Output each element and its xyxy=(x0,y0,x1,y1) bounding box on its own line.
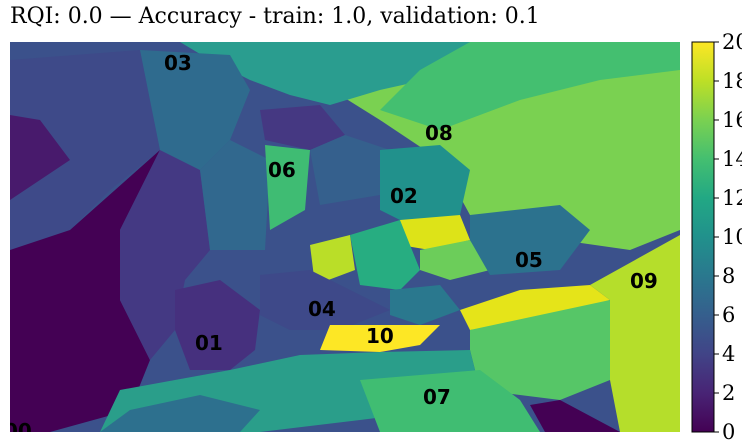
region-label: 08 xyxy=(425,121,453,145)
colorbar-tick-label: 10 xyxy=(722,225,742,249)
region-patch xyxy=(140,50,250,170)
region-patch xyxy=(470,300,610,400)
region-patch xyxy=(180,42,500,105)
region-label: 01 xyxy=(195,331,223,355)
region-patch xyxy=(530,400,620,432)
region-label: 04 xyxy=(308,297,336,321)
region-patch xyxy=(265,145,310,230)
region-patch xyxy=(590,235,680,432)
region-patch xyxy=(320,325,440,352)
chart-title: RQI: 0.0 — Accuracy - train: 1.0, valida… xyxy=(10,4,540,29)
colorbar-tick-label: 2 xyxy=(722,381,735,405)
region-patch xyxy=(470,205,590,275)
colorbar-tick-label: 14 xyxy=(722,147,742,171)
region-patch xyxy=(10,115,70,200)
region-patch xyxy=(360,370,540,432)
colorbar-tick-label: 20 xyxy=(722,30,742,54)
region-patch xyxy=(310,235,355,285)
region-patch xyxy=(100,395,260,432)
region-label: 06 xyxy=(268,158,296,182)
region-label: 07 xyxy=(423,385,451,409)
region-label: 10 xyxy=(366,324,394,348)
region-patch xyxy=(260,105,345,150)
colorbar-ticks: 0 2 4 6 8 10 12 14 16 18 20 xyxy=(714,30,742,443)
colorbar-tick-label: 8 xyxy=(722,264,735,288)
colorbar-tick-label: 6 xyxy=(722,303,735,327)
colorbar xyxy=(691,41,715,433)
region-patch xyxy=(10,50,160,250)
region-patch xyxy=(400,215,470,250)
region-patch xyxy=(10,150,160,432)
region-patch xyxy=(260,270,390,330)
region-label: 02 xyxy=(390,184,418,208)
region-patch xyxy=(175,280,260,370)
colorbar-tick-label: 4 xyxy=(722,342,735,366)
colorbar-tick-label: 12 xyxy=(722,186,742,210)
region-label: 03 xyxy=(164,51,192,75)
region-label: 09 xyxy=(630,269,658,293)
region-patch xyxy=(350,220,420,290)
region-label: 05 xyxy=(515,248,543,272)
region-patch xyxy=(120,150,210,360)
region-patch xyxy=(460,285,610,330)
region-label: 00 xyxy=(4,419,32,443)
region-patch xyxy=(380,145,470,230)
region-patch xyxy=(380,42,680,130)
region-patch xyxy=(310,135,390,205)
region-patch xyxy=(420,240,490,280)
colorbar-tick-label: 0 xyxy=(722,420,735,443)
colorbar-tick-label: 16 xyxy=(722,108,742,132)
plot-area: 03 08 06 02 05 09 04 10 01 07 00 xyxy=(4,42,680,443)
region-patch xyxy=(200,140,270,250)
colorbar-tick-label: 18 xyxy=(722,69,742,93)
region-patch xyxy=(390,285,460,325)
